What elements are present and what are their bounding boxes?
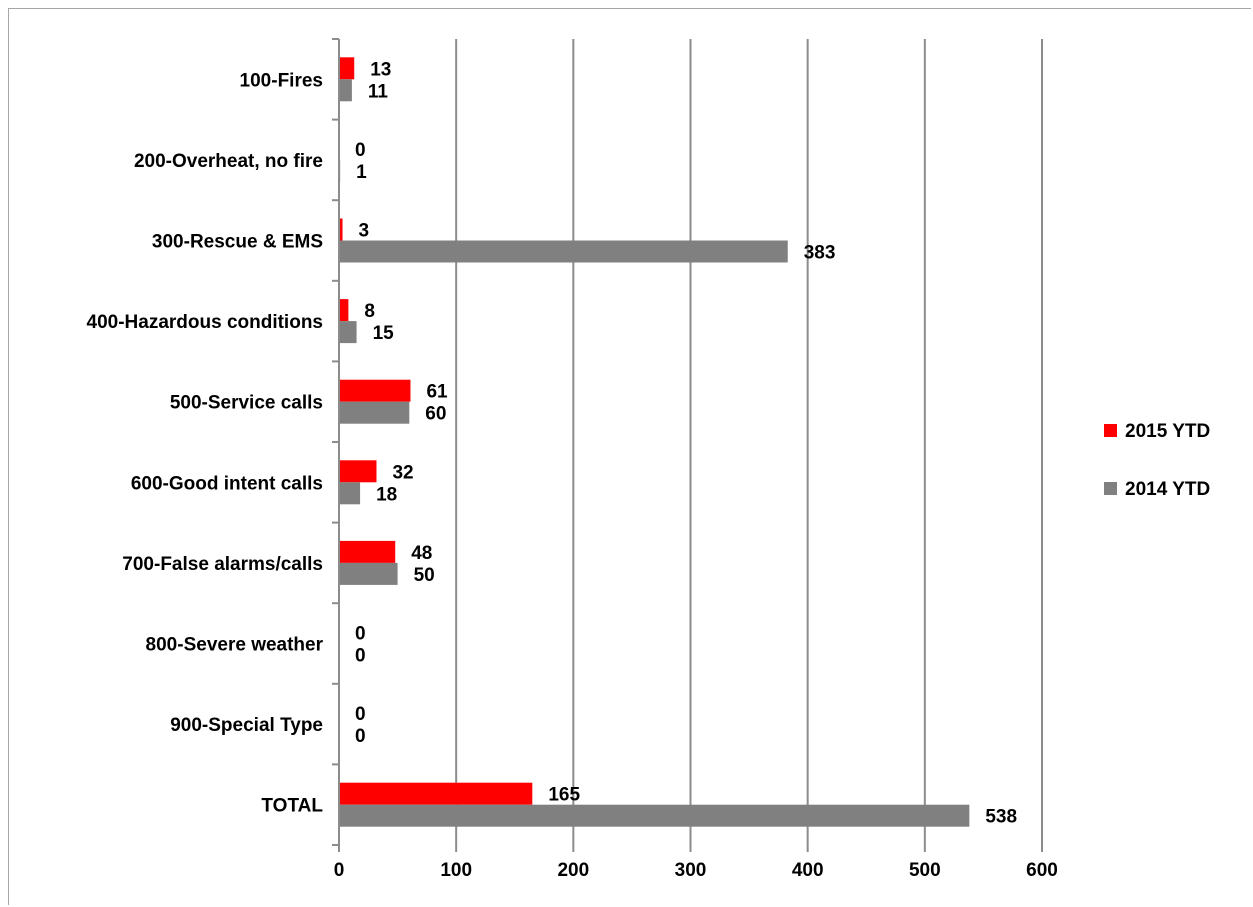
category-label: TOTAL xyxy=(261,796,323,817)
bar-series-2 xyxy=(339,79,352,102)
legend-swatch xyxy=(1104,482,1117,495)
bar-series-1 xyxy=(339,218,343,241)
axes: 0 100 200 300 400 500 600100-Fires200-Overheat… xyxy=(87,38,1058,881)
legend-label: 2014 YTD xyxy=(1125,479,1210,500)
x-tick-label: 100 xyxy=(440,860,472,881)
category-label: 300-Rescue & EMS xyxy=(152,232,323,253)
data-label: 0 xyxy=(355,646,366,667)
category-label: 500-Service calls xyxy=(170,393,323,414)
bar-chart: 0 100 200 300 400 500 600100-Fires200-Overheat… xyxy=(87,38,1210,881)
bars xyxy=(339,57,970,827)
bar-series-1 xyxy=(339,540,396,563)
data-label: 13 xyxy=(370,59,391,80)
bar-series-1 xyxy=(339,57,355,80)
data-label: 60 xyxy=(425,404,446,425)
legend-label: 2015 YTD xyxy=(1125,421,1210,442)
bar-series-2 xyxy=(339,562,398,585)
data-label: 3 xyxy=(359,221,370,242)
data-label: 0 xyxy=(355,704,366,725)
data-label: 8 xyxy=(364,301,375,322)
category-label: 200-Overheat, no fire xyxy=(134,151,323,172)
data-label: 18 xyxy=(376,484,397,505)
bar-series-2 xyxy=(339,804,970,827)
gridlines xyxy=(455,39,1043,845)
x-tick-label: 500 xyxy=(909,860,941,881)
bar-series-1 xyxy=(339,460,377,483)
data-label: 0 xyxy=(355,726,366,747)
bar-series-1 xyxy=(339,782,533,805)
data-label: 165 xyxy=(548,785,580,806)
bar-series-1 xyxy=(339,299,349,322)
data-label: 61 xyxy=(426,382,448,403)
category-label: 700-False alarms/calls xyxy=(122,554,323,575)
legend: 2015 YTD 2014 YTD xyxy=(1104,421,1210,500)
category-label: 400-Hazardous conditions xyxy=(87,312,324,333)
chart-frame: 0 100 200 300 400 500 600 100-Fires 200-Overheat… xyxy=(8,8,1251,905)
category-label: 800-Severe weather xyxy=(146,635,324,656)
x-tick-label: 300 xyxy=(675,860,707,881)
bar-series-1 xyxy=(339,379,411,402)
bar-series-2 xyxy=(339,321,357,344)
bar-series-2 xyxy=(339,401,410,424)
x-tick-label: 200 xyxy=(557,860,589,881)
x-tick-label: 400 xyxy=(792,860,824,881)
legend-swatch xyxy=(1104,424,1117,437)
x-tick-label: 600 xyxy=(1026,860,1058,881)
data-label: 48 xyxy=(411,543,432,564)
x-tick-label: 0 xyxy=(334,860,345,881)
bar-series-2 xyxy=(339,482,361,505)
data-label: 32 xyxy=(392,462,413,483)
data-label: 1 xyxy=(356,162,367,183)
data-label: 15 xyxy=(373,323,395,344)
bar-series-2 xyxy=(339,240,788,263)
data-label: 50 xyxy=(414,565,435,586)
data-label: 11 xyxy=(368,81,389,102)
data-label: 0 xyxy=(355,140,366,161)
data-label: 383 xyxy=(804,243,836,264)
category-label: 900-Special Type xyxy=(170,715,323,736)
category-label: 100-Fires xyxy=(240,70,323,91)
category-label: 600-Good intent calls xyxy=(131,473,323,494)
data-label: 538 xyxy=(985,807,1017,828)
data-label: 0 xyxy=(355,624,366,645)
